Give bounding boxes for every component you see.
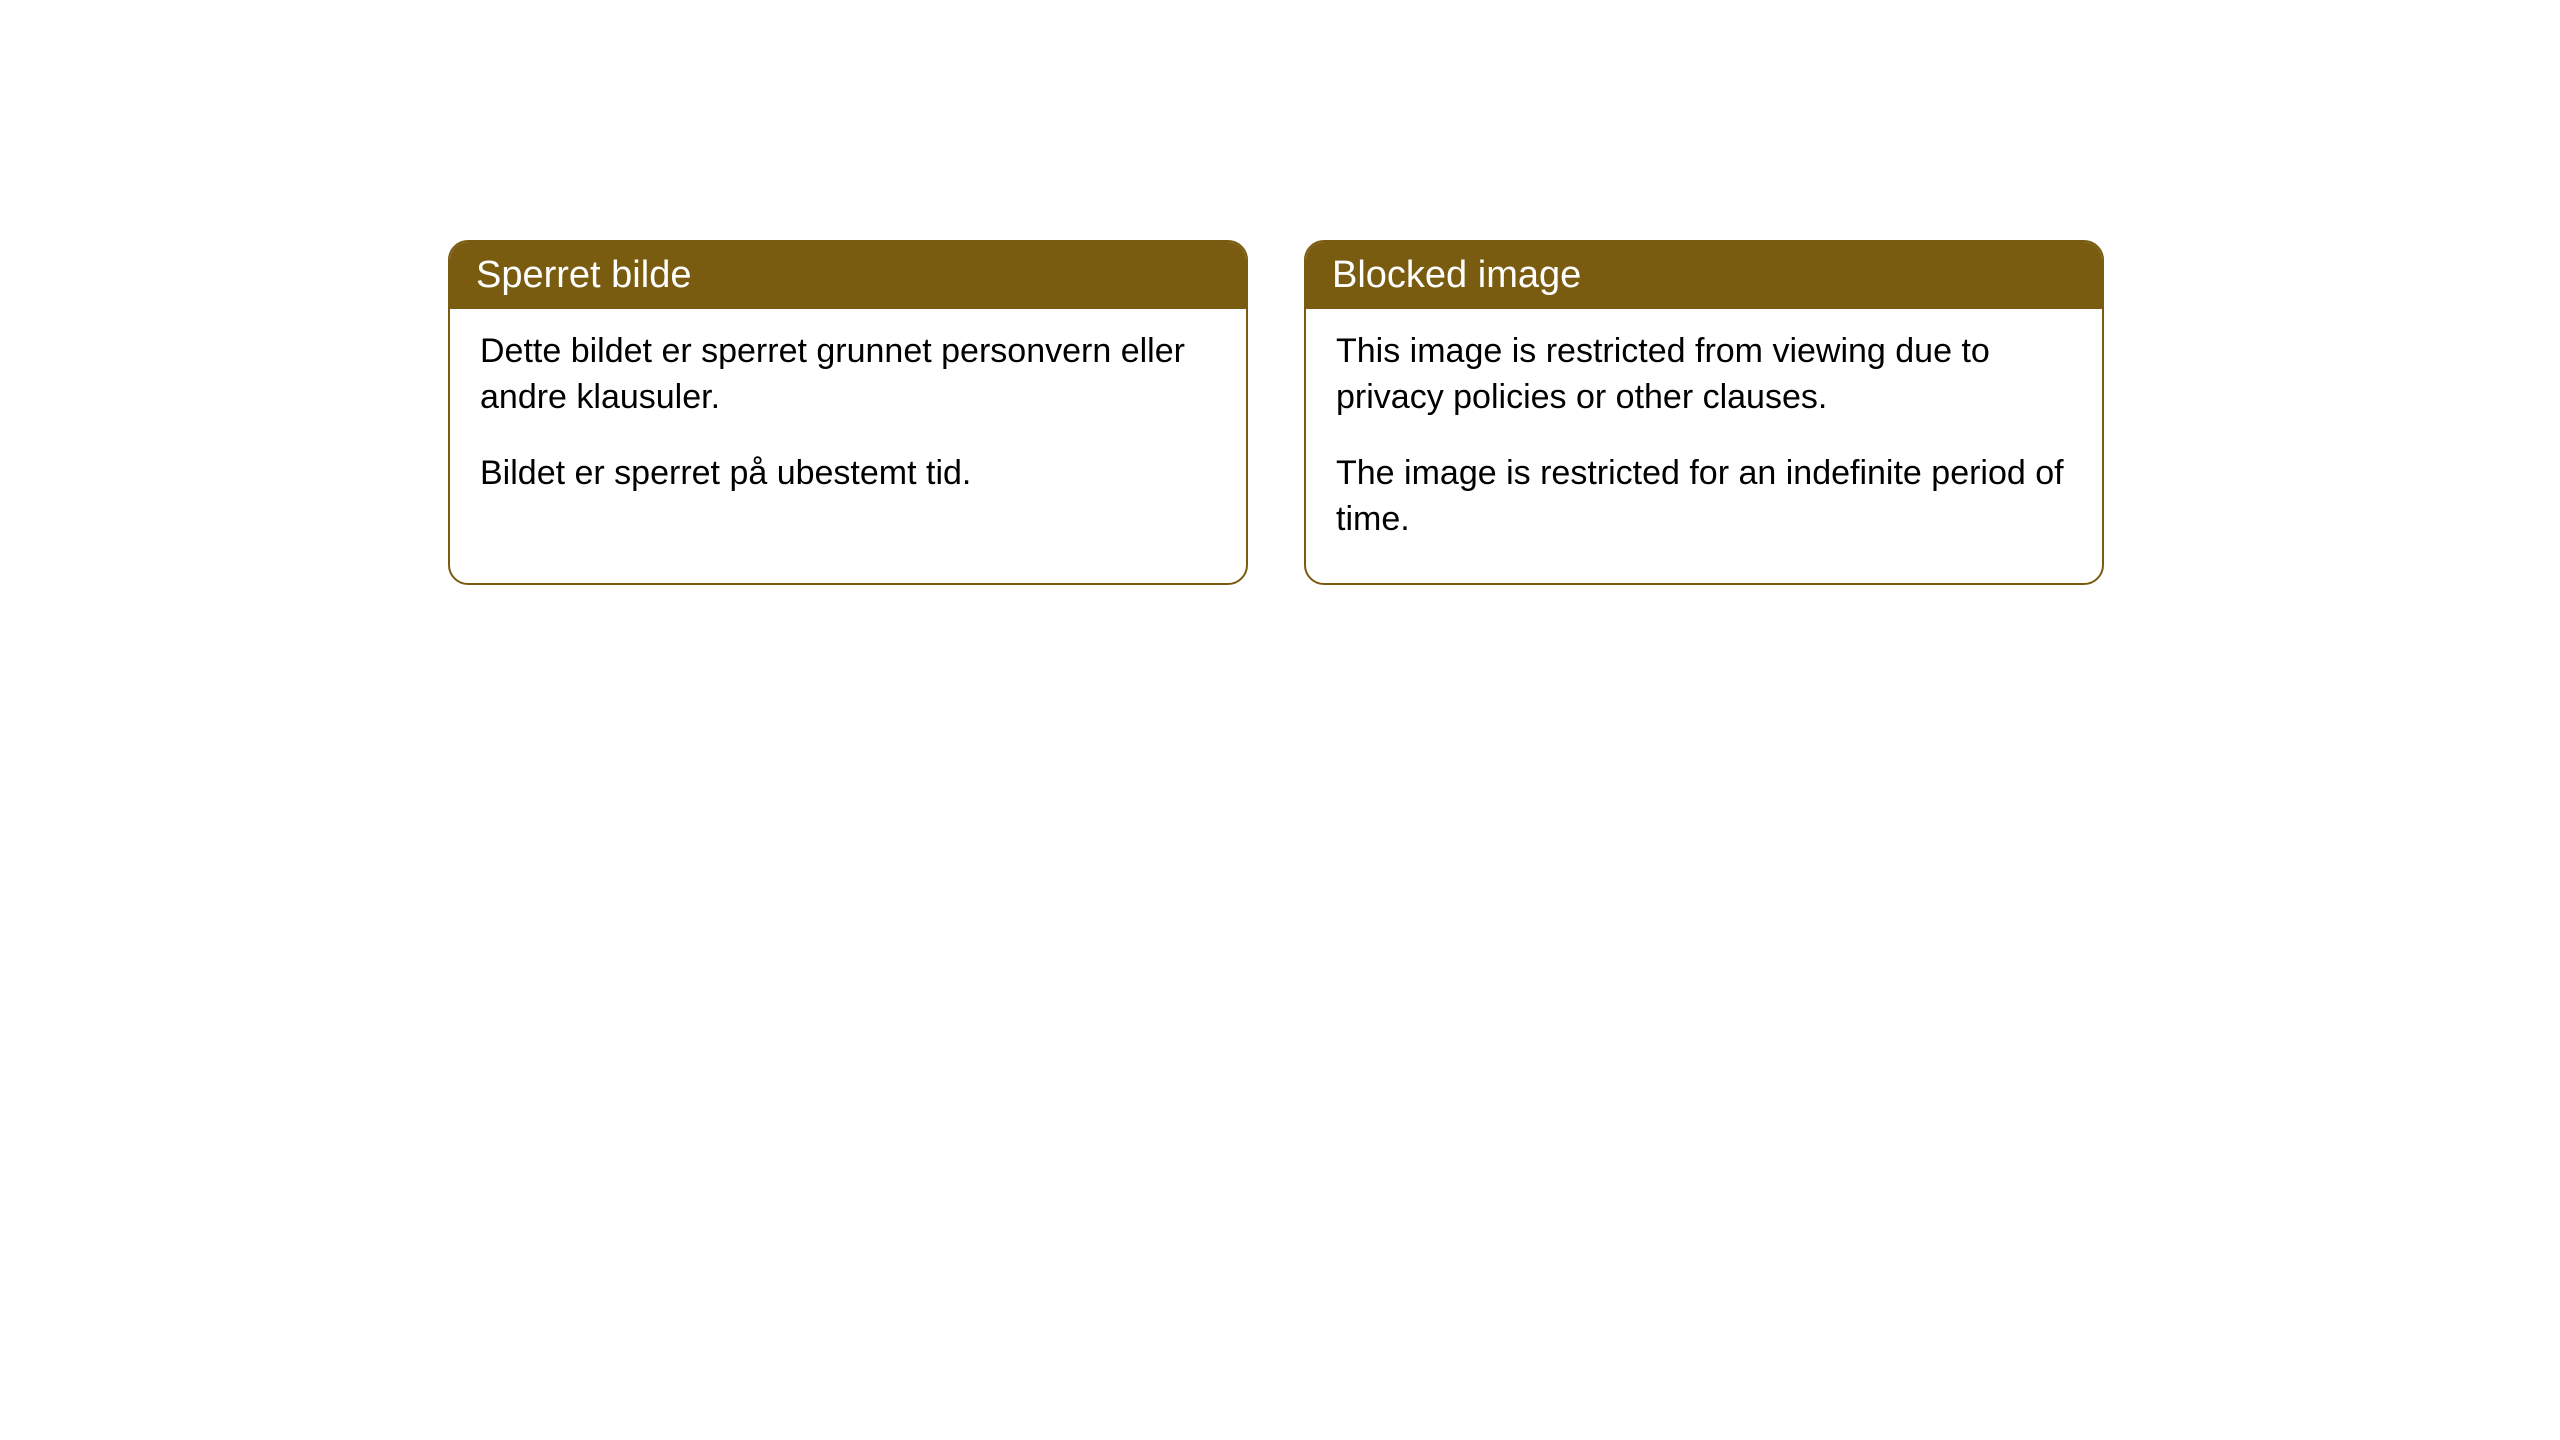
notice-cards-container: Sperret bilde Dette bildet er sperret gr… — [0, 0, 2560, 585]
card-paragraph-2: The image is restricted for an indefinit… — [1336, 451, 2072, 543]
card-body-norwegian: Dette bildet er sperret grunnet personve… — [450, 309, 1246, 537]
card-title: Sperret bilde — [476, 254, 691, 296]
notice-card-norwegian: Sperret bilde Dette bildet er sperret gr… — [448, 240, 1248, 585]
notice-card-english: Blocked image This image is restricted f… — [1304, 240, 2104, 585]
card-paragraph-2: Bildet er sperret på ubestemt tid. — [480, 451, 1216, 497]
card-header-english: Blocked image — [1306, 242, 2102, 309]
card-paragraph-1: This image is restricted from viewing du… — [1336, 329, 2072, 421]
card-header-norwegian: Sperret bilde — [450, 242, 1246, 309]
card-body-english: This image is restricted from viewing du… — [1306, 309, 2102, 583]
card-paragraph-1: Dette bildet er sperret grunnet personve… — [480, 329, 1216, 421]
card-title: Blocked image — [1332, 254, 1581, 296]
